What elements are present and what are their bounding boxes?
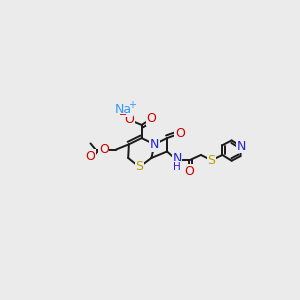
Text: S: S (207, 154, 215, 167)
Text: O: O (146, 112, 156, 125)
Text: O: O (85, 150, 95, 163)
Text: O: O (175, 127, 185, 140)
Text: Na: Na (115, 103, 132, 116)
Text: O: O (99, 143, 109, 156)
Text: O: O (124, 113, 134, 126)
Text: H: H (173, 161, 181, 172)
Text: −: − (119, 110, 127, 119)
Text: N: N (150, 138, 159, 151)
Text: S: S (135, 160, 143, 173)
Text: N: N (172, 152, 182, 165)
Text: +: + (128, 100, 136, 110)
Text: N: N (236, 140, 246, 153)
Text: O: O (184, 165, 194, 178)
